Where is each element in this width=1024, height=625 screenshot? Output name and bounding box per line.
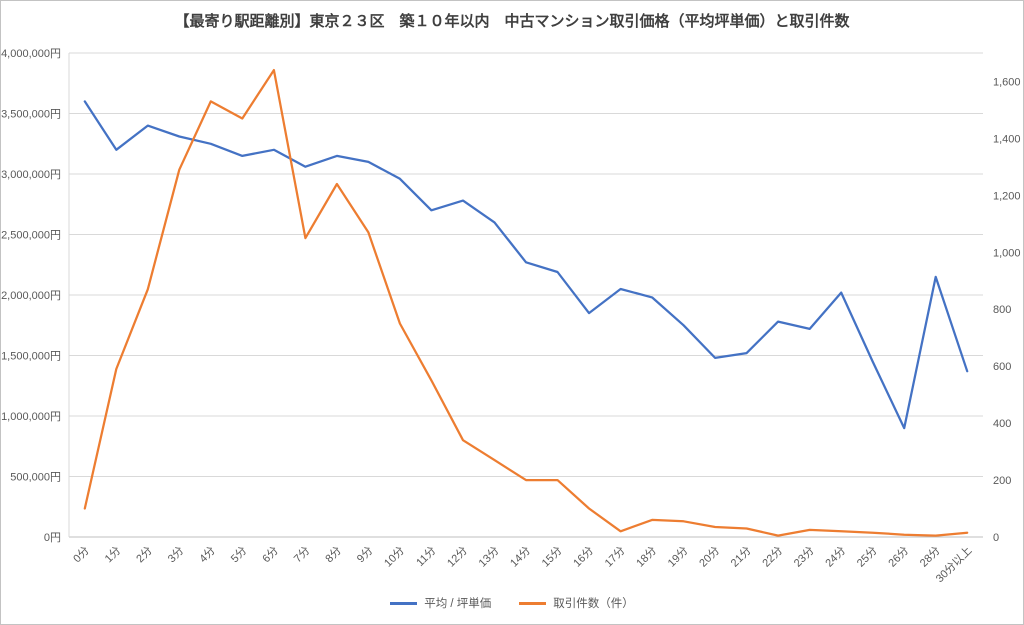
- x-axis-tick-label: 8分: [323, 544, 344, 565]
- legend-item-count: 取引件数（件）: [519, 595, 634, 611]
- x-axis-tick-label: 9分: [354, 544, 375, 565]
- left-axis-tick-label: 3,500,000円: [1, 109, 61, 121]
- x-axis-tick-label: 16分: [571, 544, 597, 570]
- x-axis-tick-label: 13分: [476, 544, 502, 570]
- x-axis-tick-label: 6分: [260, 544, 281, 565]
- x-axis-tick-label: 22分: [760, 544, 786, 570]
- left-axis-tick-label: 2,500,000円: [1, 230, 61, 242]
- chart-title: 【最寄り駅距離別】東京２３区 築１０年以内 中古マンション取引価格（平均坪単価）…: [174, 13, 850, 30]
- right-axis-tick-label: 0: [993, 532, 999, 544]
- x-axis-tick-label: 3分: [165, 544, 186, 565]
- x-axis-tick-label: 12分: [444, 544, 470, 570]
- x-axis-tick-label: 28分: [917, 544, 943, 570]
- x-axis-tick-label: 26分: [886, 544, 912, 570]
- left-axis-tick-label: 3,000,000円: [1, 169, 61, 181]
- x-axis-tick-label: 2分: [134, 544, 155, 565]
- legend-label-count: 取引件数（件）: [553, 598, 634, 610]
- x-axis-tick-label: 14分: [507, 544, 533, 570]
- right-axis-tick-label: 1,600: [993, 76, 1021, 88]
- series-line-count: [83, 68, 969, 537]
- right-axis-tick-label: 1,200: [993, 190, 1021, 202]
- left-axis-tick-label: 1,500,000円: [1, 351, 61, 363]
- x-axis-tick-label: 11分: [414, 544, 439, 569]
- legend-label-price: 平均 / 坪単価: [424, 598, 492, 610]
- x-axis-tick-label: 10分: [381, 544, 407, 570]
- left-axis-tick-label: 0円: [44, 532, 61, 544]
- legend-line-price-swatch: [390, 601, 418, 605]
- left-axis-tick-label: 2,000,000円: [1, 290, 61, 302]
- x-axis-tick-label: 21分: [728, 544, 754, 570]
- legend-item-price: 平均 / 坪単価: [390, 595, 491, 611]
- x-axis-tick-label: 19分: [665, 544, 691, 570]
- x-axis-tick-label: 5分: [228, 544, 249, 565]
- x-axis-tick-label: 15分: [539, 544, 565, 570]
- x-axis-tick-label: 24分: [823, 544, 849, 570]
- left-axis-tick-label: 1,000,000円: [1, 411, 61, 423]
- right-axis-tick-label: 400: [993, 418, 1011, 430]
- x-axis-tick-label: 20分: [697, 544, 723, 570]
- left-axis-tick-label: 500,000円: [10, 472, 61, 484]
- x-axis-tick-label: 17分: [602, 544, 628, 570]
- x-axis-tick-label: 7分: [291, 544, 312, 565]
- x-axis-tick-label: 25分: [854, 544, 880, 570]
- left-axis-tick-label: 4,000,000円: [1, 48, 61, 60]
- x-axis-tick-label: 23分: [791, 544, 817, 570]
- right-axis-tick-label: 800: [993, 304, 1011, 316]
- right-axis-tick-label: 200: [993, 475, 1011, 487]
- right-axis-tick-label: 600: [993, 361, 1011, 373]
- chart-legend: 平均 / 坪単価 取引件数（件）: [1, 595, 1023, 611]
- right-axis-tick-label: 1,000: [993, 247, 1021, 259]
- x-axis-tick-label: 18分: [634, 544, 660, 570]
- x-axis-tick-label: 0分: [71, 544, 92, 565]
- legend-line-count-swatch: [519, 601, 547, 605]
- right-axis-tick-label: 1,400: [993, 133, 1021, 145]
- series-line-price: [83, 100, 969, 430]
- x-axis-tick-label: 1分: [102, 544, 123, 565]
- x-axis-tick-label: 4分: [197, 544, 218, 565]
